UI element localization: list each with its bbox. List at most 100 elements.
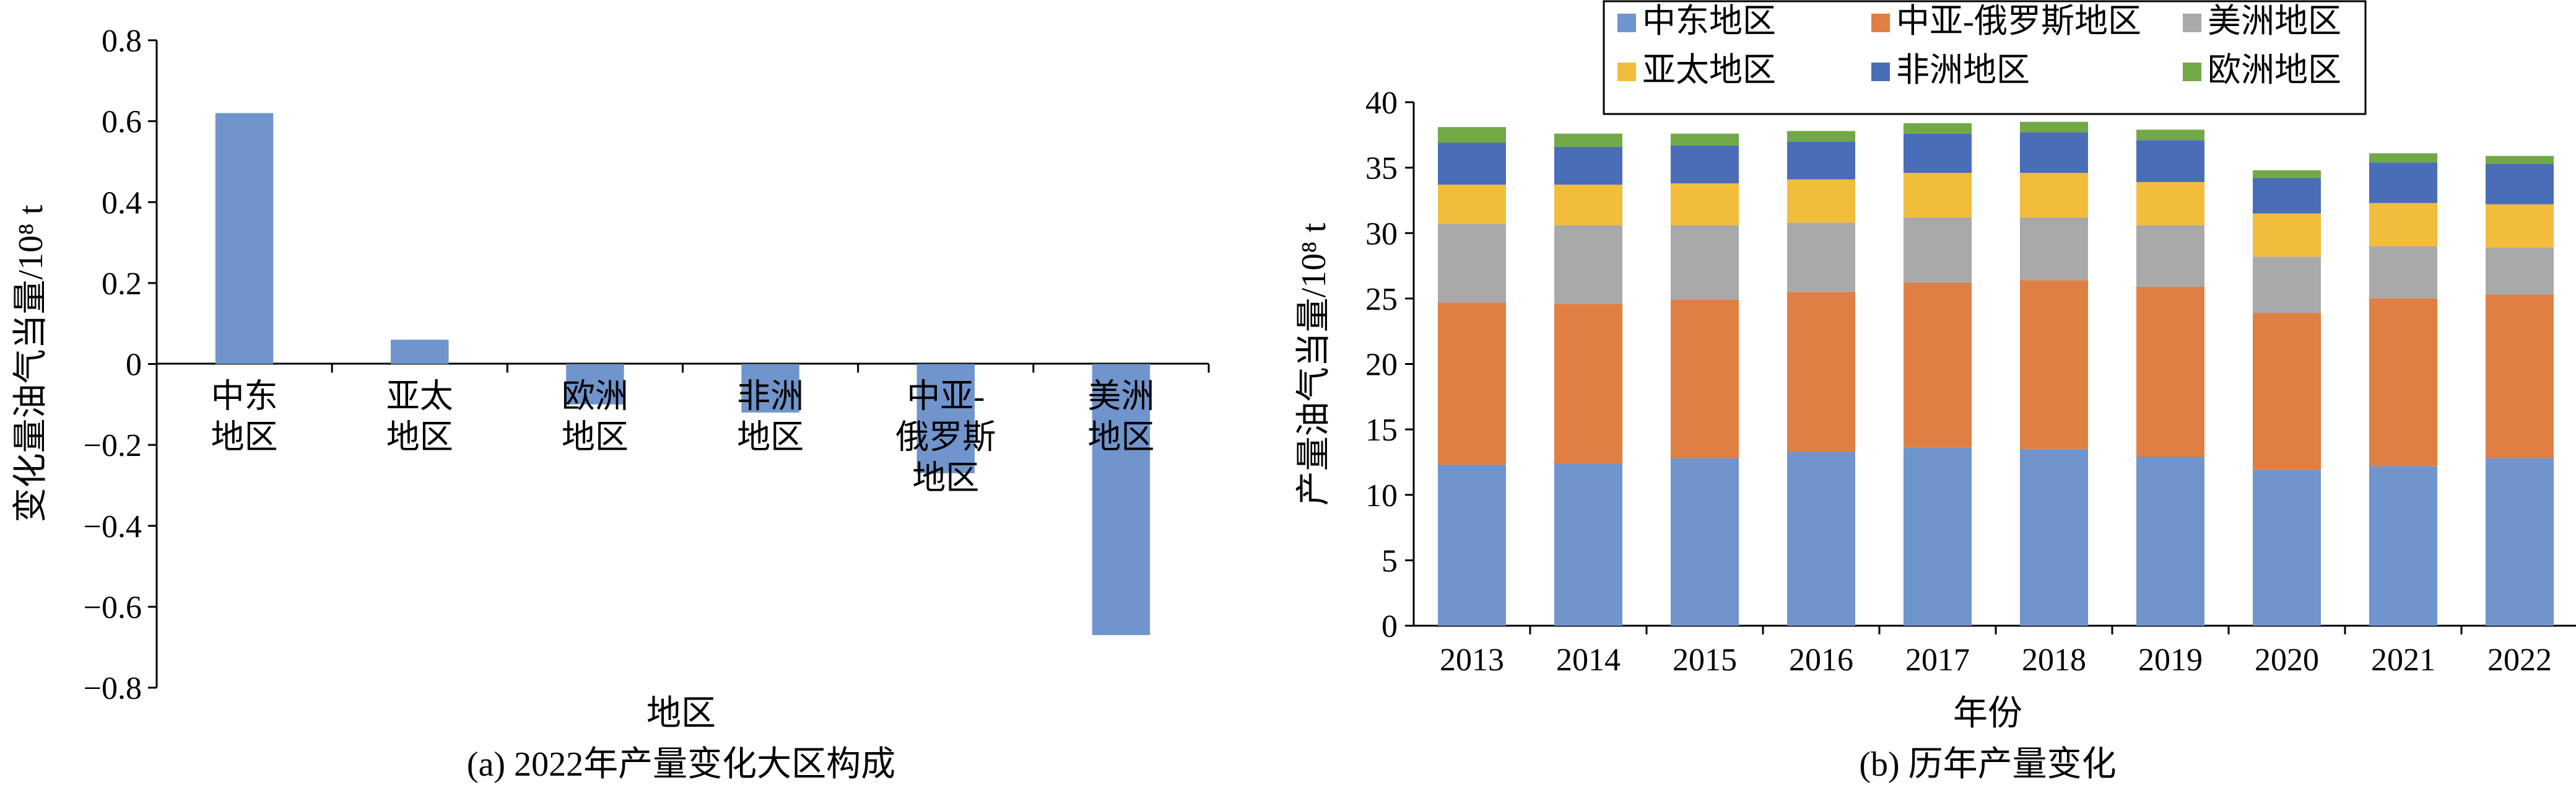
bar-segment	[2486, 204, 2554, 248]
bar-segment	[2136, 225, 2204, 287]
legend-label: 欧洲地区	[2208, 51, 2341, 89]
bar-segment	[1438, 127, 1506, 143]
legend-swatch	[1617, 14, 1636, 32]
y-tick-label: 35	[1365, 151, 1398, 186]
bar-segment	[1904, 133, 1972, 173]
y-tick-label: 30	[1365, 216, 1398, 252]
bar-segment	[1554, 304, 1622, 464]
bar-segment	[1671, 299, 1739, 458]
bar-segment	[1554, 146, 1622, 185]
bar	[1092, 364, 1151, 636]
bar-segment	[2369, 203, 2437, 247]
bar-segment	[2253, 170, 2321, 178]
category-label: 中东	[211, 378, 278, 415]
panel-a-y-axis-title: 变化量油气当量/10⁸ t	[12, 204, 50, 522]
category-label: 地区	[386, 419, 453, 456]
bar-segment	[1554, 463, 1622, 626]
bar-segment	[2369, 298, 2437, 467]
bar-segment	[2486, 247, 2554, 295]
legend-swatch	[1871, 14, 1890, 32]
y-tick-label: −0.6	[84, 590, 142, 625]
category-label: 俄罗斯	[895, 419, 996, 456]
bar-segment	[2020, 121, 2088, 133]
legend-swatch	[1617, 63, 1636, 81]
bar-segment	[2486, 458, 2554, 626]
panel-b: 0 5 10 15 20 25 30 35 40 2013 2014 2015 2016 2017 201…	[1295, 0, 2576, 784]
panel-a-x-axis-title: 地区	[646, 694, 716, 733]
legend-label: 非洲地区	[1896, 51, 2030, 89]
bar-segment	[1787, 222, 1855, 292]
bar-segment	[2253, 313, 2321, 470]
bar-segment	[2020, 217, 2088, 281]
x-tick-label: 2016	[1789, 642, 1853, 678]
y-tick-label: 15	[1365, 413, 1398, 448]
legend-label: 亚太地区	[1642, 51, 1776, 89]
y-tick-label: 25	[1365, 282, 1398, 317]
bar-segment	[1671, 145, 1739, 183]
x-tick-label: 2021	[2371, 642, 2435, 678]
bar-segment	[1787, 131, 1855, 142]
bar-segment	[1787, 452, 1855, 626]
x-tick-label: 2014	[1556, 642, 1621, 678]
bar-segment	[2253, 470, 2321, 626]
bar-segment	[2486, 156, 2554, 164]
legend-label: 美洲地区	[2208, 2, 2341, 40]
category-label: 地区	[211, 419, 278, 456]
category-label: 地区	[912, 460, 979, 497]
legend-label: 中东地区	[1642, 2, 1776, 40]
x-tick-label: 2018	[2022, 642, 2086, 678]
bar-segment	[2253, 178, 2321, 214]
bar-segment	[1671, 458, 1739, 626]
bar-segment	[1438, 302, 1506, 465]
bar-segment	[2020, 132, 2088, 173]
category-label: 非洲	[737, 378, 804, 415]
legend-frame	[1603, 0, 2367, 115]
bar-segment	[2020, 280, 2088, 449]
bar-segment	[2020, 173, 2088, 217]
bar-segment	[2136, 286, 2204, 457]
bar	[566, 364, 624, 405]
panel-a-caption: (a) 2022年产量变化大区构成	[467, 745, 895, 784]
bar-segment	[2369, 246, 2437, 299]
bar-segment	[1671, 133, 1739, 146]
category-label: 地区	[1087, 419, 1154, 456]
legend-swatch	[2183, 14, 2201, 32]
legend-swatch	[1871, 63, 1890, 81]
bar-segment	[2136, 457, 2204, 626]
x-tick-label: 2013	[1440, 642, 1504, 678]
y-tick-label: 0	[126, 348, 142, 383]
y-tick-label: 20	[1365, 348, 1398, 383]
y-tick-label: 0.2	[102, 266, 142, 302]
bar-segment	[1554, 225, 1622, 304]
bar-segment	[1438, 224, 1506, 303]
bar-segment	[1787, 179, 1855, 223]
bar-segment	[1438, 465, 1506, 626]
y-tick-label: 0.4	[102, 185, 142, 221]
bar	[215, 113, 274, 364]
bar	[391, 340, 449, 364]
category-label: 地区	[562, 419, 629, 456]
x-tick-label: 2017	[1905, 642, 1970, 678]
x-tick-label: 2022	[2487, 642, 2552, 678]
y-tick-label: −0.8	[84, 671, 142, 706]
bar-segment	[2486, 164, 2554, 204]
bar-segment	[1671, 183, 1739, 226]
bar-segment	[1554, 133, 1622, 147]
y-tick-label: 0.8	[102, 24, 142, 59]
y-tick-label: −0.4	[84, 509, 142, 545]
bar-segment	[2020, 449, 2088, 626]
category-label: 欧洲	[562, 378, 629, 415]
bar-segment	[2369, 466, 2437, 626]
y-tick-label: 0.6	[102, 105, 142, 140]
y-tick-label: 0	[1382, 609, 1398, 644]
bar-segment	[1787, 141, 1855, 180]
bar-segment	[1438, 142, 1506, 185]
legend-swatch	[2183, 63, 2201, 81]
panel-b-x-axis-title: 年份	[1953, 694, 2022, 733]
bar-segment	[2136, 129, 2204, 141]
category-label: 地区	[737, 419, 804, 456]
y-tick-label: 10	[1365, 478, 1398, 514]
bar-segment	[1554, 185, 1622, 226]
bar	[916, 364, 975, 473]
